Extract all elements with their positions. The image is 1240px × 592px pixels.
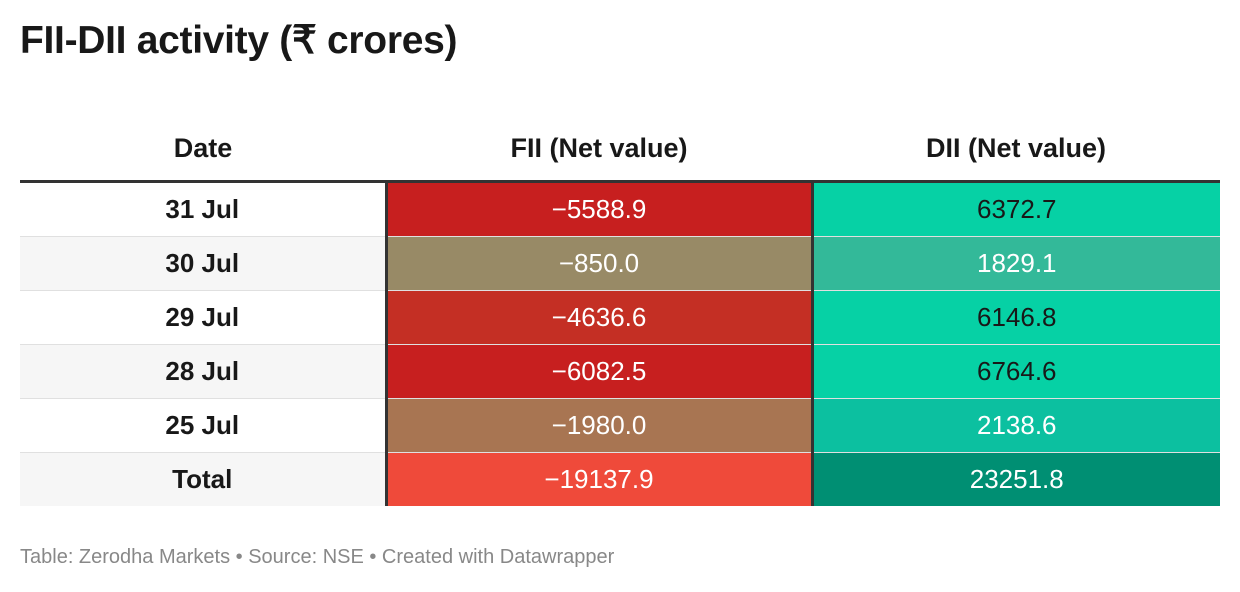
dii-value-cell: 2138.6 <box>810 398 1220 453</box>
column-header-date: Date <box>20 116 386 183</box>
dii-value-cell: 6764.6 <box>810 344 1220 399</box>
date-cell: 25 Jul <box>20 398 386 453</box>
table-row: 31 Jul −5588.9 6372.7 <box>20 181 1220 237</box>
date-cell: 28 Jul <box>20 344 386 399</box>
table-row: 28 Jul −6082.5 6764.6 <box>20 344 1220 399</box>
fii-value-cell: −1980.0 <box>384 398 812 453</box>
source-footer: Table: Zerodha Markets • Source: NSE • C… <box>20 546 615 568</box>
fii-value-cell: −4636.6 <box>384 290 812 345</box>
dii-value-cell: 6146.8 <box>810 290 1220 345</box>
date-cell: 31 Jul <box>20 181 386 237</box>
fii-value-cell: −5588.9 <box>384 181 812 237</box>
fii-value-cell: −6082.5 <box>384 344 812 399</box>
total-label-cell: Total <box>20 452 386 506</box>
table-title: FII-DII activity (₹ crores) <box>20 19 458 62</box>
dii-total-cell: 23251.8 <box>810 452 1220 506</box>
table-row: 29 Jul −4636.6 6146.8 <box>20 290 1220 345</box>
fii-total-cell: −19137.9 <box>384 452 812 506</box>
header-row: Date FII (Net value) DII (Net value) <box>20 116 1220 183</box>
fii-dii-table: Date FII (Net value) DII (Net value) 31 … <box>20 116 1220 506</box>
total-row: Total −19137.9 23251.8 <box>20 452 1220 506</box>
date-cell: 29 Jul <box>20 290 386 345</box>
table-row: 30 Jul −850.0 1829.1 <box>20 236 1220 291</box>
dii-value-cell: 6372.7 <box>810 181 1220 237</box>
table-row: 25 Jul −1980.0 2138.6 <box>20 398 1220 453</box>
column-header-fii: FII (Net value) <box>386 116 812 183</box>
dii-value-cell: 1829.1 <box>810 236 1220 291</box>
date-cell: 30 Jul <box>20 236 386 291</box>
fii-value-cell: −850.0 <box>384 236 812 291</box>
column-header-dii: DII (Net value) <box>812 116 1220 183</box>
